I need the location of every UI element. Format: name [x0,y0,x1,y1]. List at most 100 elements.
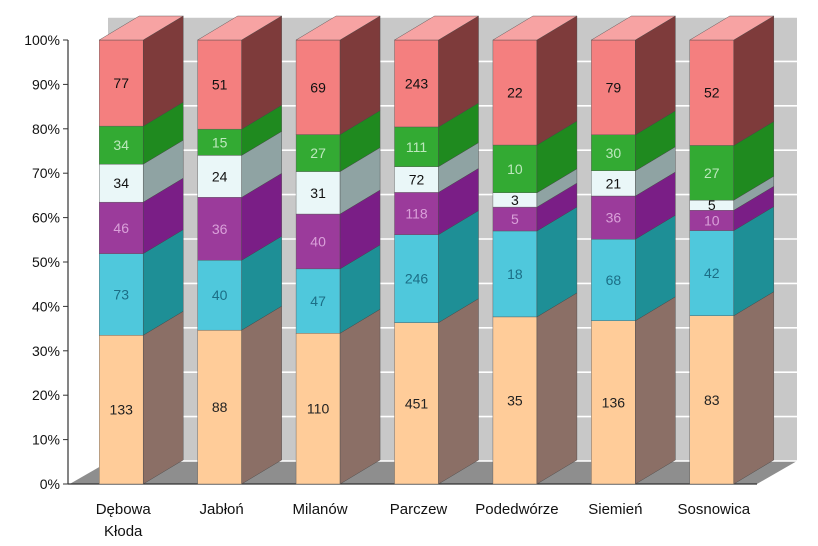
bar-segment [197,39,242,130]
gridline-side [67,16,109,41]
data-label: 68 [606,272,622,288]
data-label: 51 [212,77,228,93]
data-label: 30 [606,145,622,161]
data-label: 27 [704,165,720,181]
data-label: 31 [310,185,326,201]
bar-segment [591,39,636,136]
y-tick-label: 60% [32,210,60,226]
bar-segment [492,144,538,193]
data-label: 243 [405,75,429,91]
bar-segment-side [339,308,381,485]
data-label: 77 [113,75,129,91]
data-label: 35 [507,392,523,408]
bar-segment [492,316,538,485]
bar-segment-side [241,305,282,485]
bar-segment [295,213,341,270]
data-label: 83 [704,392,720,408]
data-label: 40 [310,233,326,249]
category-labels: Dębowa Kłoda Jabłoń Milanów Parczew Podedwórz… [96,501,751,540]
bar-segment [99,253,144,336]
y-tick-label: 80% [32,121,60,137]
data-label: 111 [406,139,427,155]
bar-top [590,15,677,41]
bar-segment-side [438,298,479,485]
y-tick-label: 10% [32,432,60,448]
y-tick-label: 90% [32,76,60,92]
category-label: Sosnowica [678,501,751,518]
bar-segment [197,155,242,198]
bars [98,15,775,485]
data-label: 15 [212,134,228,150]
bar-segment [295,171,341,215]
y-tick-label: 30% [32,343,60,359]
bar-segment-side [143,310,184,485]
bar-top [295,15,381,41]
bar-segment-side [635,296,676,485]
bar-segment [99,125,144,165]
data-label: 36 [212,221,228,237]
bar-segment [591,134,636,172]
bar-segment [197,329,242,485]
category-label: Parczew [390,501,448,518]
y-tick-label: 100% [24,32,60,48]
category-label: Kłoda [104,523,143,540]
bar-segment [394,192,439,235]
bar-segment [591,320,636,485]
data-label: 246 [405,271,429,287]
category-label: Jabłoń [200,501,244,518]
bar-segment [197,128,242,156]
bar-segment [394,166,439,193]
data-label: 451 [405,395,429,411]
data-label: 88 [212,399,228,415]
bar-segment-side [536,292,578,485]
bar-segment [99,39,144,127]
bar-segment [689,230,734,316]
data-label: 18 [507,266,523,282]
y-tick-label: 70% [32,165,60,181]
bar-top [98,15,184,41]
bar-segment [492,230,538,318]
bar-segment [591,195,636,240]
data-label: 22 [507,85,523,101]
data-label: 36 [606,210,622,226]
bar-segment [99,335,144,485]
bar-segment [295,39,341,135]
bar-top [689,15,775,41]
bar-segment [197,197,242,261]
bar-segment [689,315,734,485]
data-label: 10 [704,212,720,228]
data-label: 47 [310,293,326,309]
bar-segment [394,39,439,128]
data-label: 10 [507,161,523,177]
bar-segment [394,126,439,167]
bar-top [393,15,480,41]
category-label: Siemień [588,501,642,518]
bar-segment [591,170,636,197]
data-label: 46 [113,220,129,236]
bar-segment [197,260,242,331]
data-label: 5 [708,197,716,213]
data-label: 136 [602,394,626,410]
category-label: Podedwórze [475,501,558,518]
data-label: 110 [307,401,330,417]
data-label: 73 [113,286,129,302]
category-label: Dębowa [96,501,152,518]
data-label: 24 [212,168,228,184]
data-label: 40 [212,287,228,303]
bar-segment [394,322,439,485]
data-label: 69 [310,79,326,95]
y-tick-label: 20% [32,387,60,403]
y-tick-label: 40% [32,298,60,314]
bar-segment [295,134,341,172]
data-label: 79 [606,79,622,95]
data-label: 52 [704,85,720,101]
y-tick-label: 0% [40,476,60,492]
data-label: 21 [606,175,622,191]
y-axis-ticks: 0% 10% 20% 30% 40% 50% 60% 70% 80% 90% 100% [24,32,68,492]
data-label: 72 [409,172,425,188]
data-label: 34 [113,175,129,191]
data-label: 27 [310,145,326,161]
data-label: 118 [405,206,428,222]
data-label: 133 [110,402,134,418]
